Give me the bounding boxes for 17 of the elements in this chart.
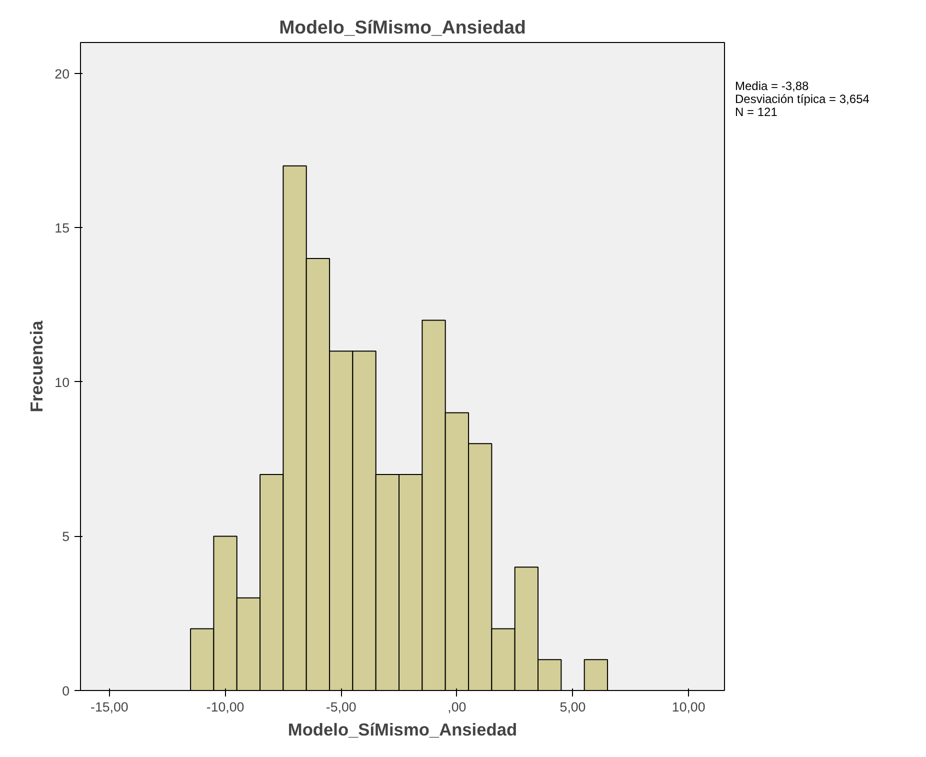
y-tick-label: 5 (62, 529, 70, 544)
text: N = 121 (735, 105, 778, 120)
chart-title: Modelo_SíMismo_Ansiedad (279, 16, 526, 38)
x-tick-label: 10,00 (672, 700, 706, 714)
text: Media = -3,88 (735, 79, 809, 93)
y-tick-label: 20 (54, 66, 70, 82)
x-tick-label: -10,00 (206, 700, 244, 714)
x-tick-label: -15,00 (90, 700, 128, 714)
x-axis-title: Modelo_SíMismo_Ansiedad (288, 720, 518, 740)
x-tick-label: 5,00 (560, 700, 586, 714)
y-axis-title: Frecuencia (26, 320, 47, 412)
y-tick-label: 10 (54, 374, 70, 390)
text: Desviación típica = 3,654 (735, 92, 870, 106)
y-tick-label: 0 (62, 684, 70, 698)
x-tick-label: ,00 (448, 700, 466, 714)
y-tick-label: 15 (54, 220, 70, 236)
x-tick-label: -5,00 (326, 700, 356, 714)
